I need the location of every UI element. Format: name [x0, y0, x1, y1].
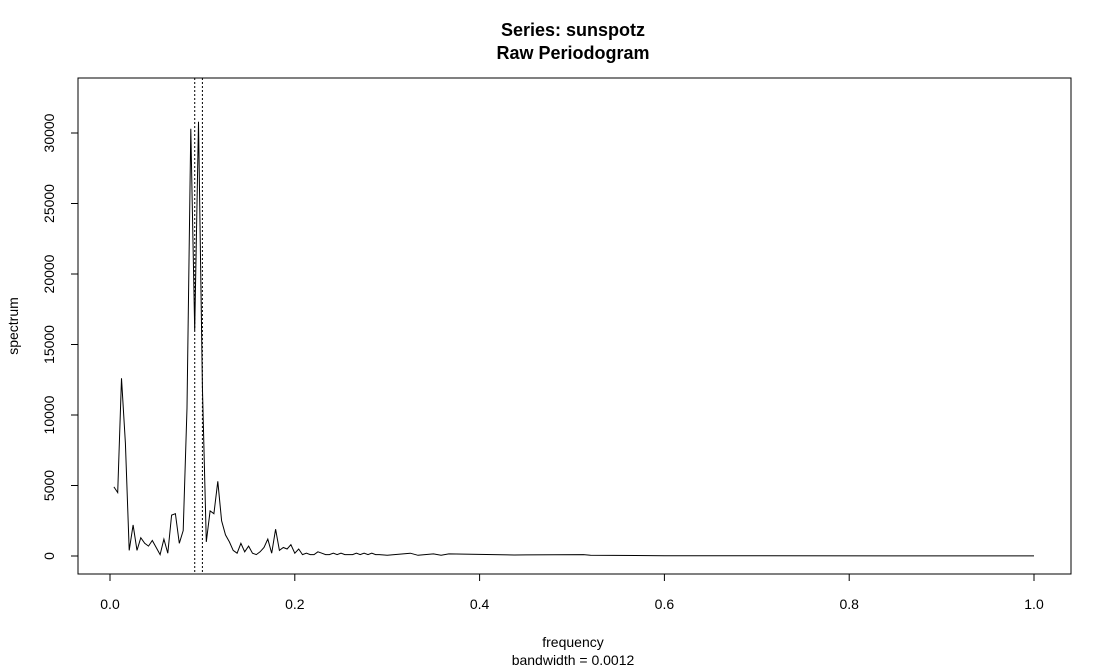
- y-tick-label: 5000: [41, 470, 57, 501]
- y-tick-label: 25000: [41, 184, 57, 223]
- x-tick-label: 0.2: [285, 596, 305, 612]
- x-tick-label: 0.8: [839, 596, 859, 612]
- bandwidth-label: bandwidth = 0.0012: [512, 652, 635, 668]
- x-axis-label: frequency: [542, 634, 603, 650]
- y-tick-label: 10000: [41, 395, 57, 434]
- chart-title: Series: sunspotz: [501, 20, 645, 40]
- chart-subtitle: Raw Periodogram: [496, 43, 649, 63]
- x-tick-label: 0.0: [100, 596, 120, 612]
- y-tick-label: 15000: [41, 325, 57, 364]
- x-tick-label: 0.6: [655, 596, 675, 612]
- y-axis-label: spectrum: [5, 297, 21, 355]
- spectrum-series: [113, 121, 1035, 557]
- plot-frame: [77, 77, 1072, 575]
- y-axis: 0 5000 10000 15000 20000 25000 30000: [41, 113, 79, 560]
- y-tick-label: 20000: [41, 254, 57, 293]
- y-tick-label: 0: [41, 552, 57, 560]
- x-tick-label: 1.0: [1024, 596, 1044, 612]
- x-axis: 0.0 0.2 0.4 0.6 0.8 1.0: [100, 573, 1044, 612]
- spectrum-line: [113, 121, 1035, 557]
- y-tick-label: 30000: [41, 113, 57, 152]
- x-tick-label: 0.4: [470, 596, 490, 612]
